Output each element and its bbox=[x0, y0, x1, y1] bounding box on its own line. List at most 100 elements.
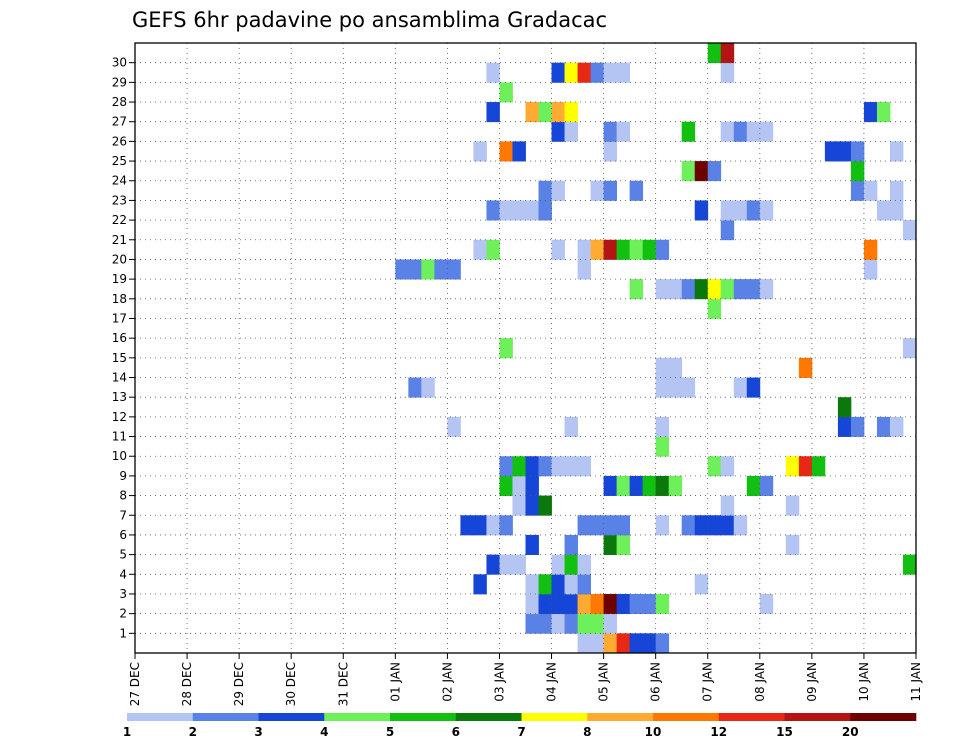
heatmap-cell bbox=[681, 121, 696, 142]
heatmap-cell bbox=[538, 102, 552, 123]
legend-label: 5 bbox=[386, 725, 394, 739]
legend-label: 8 bbox=[583, 725, 591, 739]
legend-color-swatch bbox=[653, 713, 720, 721]
heatmap-cell bbox=[694, 574, 709, 595]
heatmap-cell bbox=[486, 200, 500, 221]
y-tick-label: 18 bbox=[112, 292, 127, 306]
heatmap-cell bbox=[798, 456, 813, 477]
heatmap-cell bbox=[629, 239, 644, 260]
heatmap-cell bbox=[616, 593, 631, 615]
y-tick-label: 2 bbox=[119, 607, 127, 621]
legend-label: 3 bbox=[254, 725, 262, 739]
heatmap-cell bbox=[499, 554, 513, 575]
heatmap-cell bbox=[486, 62, 500, 83]
legend-color-swatch bbox=[455, 713, 522, 721]
heatmap-cell bbox=[525, 534, 539, 556]
heatmap-cell bbox=[486, 239, 500, 260]
x-tick-label: 30 DEC bbox=[284, 662, 298, 706]
heatmap-cell bbox=[629, 593, 644, 615]
heatmap-cell bbox=[694, 515, 709, 536]
legend-color-swatch bbox=[192, 713, 259, 721]
heatmap-cell bbox=[577, 259, 591, 280]
heatmap-cell bbox=[642, 633, 657, 654]
heatmap-cell bbox=[603, 121, 618, 142]
heatmap-cell bbox=[863, 259, 878, 280]
heatmap-cell bbox=[642, 593, 657, 615]
y-tick-label: 17 bbox=[112, 311, 127, 325]
heatmap-cell bbox=[629, 279, 644, 300]
legend-label: 15 bbox=[776, 725, 793, 739]
legend-color-swatch bbox=[587, 713, 654, 721]
legend-label: 10 bbox=[645, 725, 662, 739]
y-tick-label: 9 bbox=[119, 469, 127, 483]
heatmap-cell bbox=[538, 574, 552, 595]
heatmap-cell bbox=[850, 161, 865, 182]
y-tick-label: 28 bbox=[112, 95, 127, 109]
heatmap-cell bbox=[499, 200, 513, 221]
heatmap-cell bbox=[603, 613, 618, 634]
heatmap-cell bbox=[642, 475, 657, 496]
heatmap-cell bbox=[447, 416, 461, 437]
heatmap-cell bbox=[486, 515, 500, 536]
heatmap-cell bbox=[525, 102, 539, 123]
heatmap-cell bbox=[551, 62, 565, 83]
x-tick-label: 28 DEC bbox=[180, 662, 194, 706]
heatmap-cell bbox=[590, 239, 604, 260]
heatmap-cell bbox=[421, 377, 435, 398]
heatmap-cell bbox=[460, 515, 474, 536]
color-legend: 1 2 3 4 5 6 7 8 10 12 15 20 bbox=[123, 713, 917, 739]
heatmap-cell bbox=[733, 200, 748, 221]
y-tick-label: 16 bbox=[112, 331, 127, 345]
y-tick-label: 21 bbox=[112, 233, 127, 247]
heatmap-cell bbox=[785, 495, 800, 516]
heatmap-cell bbox=[525, 200, 539, 221]
heatmap-cell bbox=[876, 102, 891, 123]
legend-color-swatch bbox=[258, 713, 325, 721]
heatmap-cells bbox=[395, 43, 917, 654]
x-tick-label: 27 DEC bbox=[128, 662, 142, 706]
heatmap-cell bbox=[655, 593, 670, 615]
heatmap-cell bbox=[577, 613, 591, 634]
heatmap-cell bbox=[681, 377, 696, 398]
heatmap-cell bbox=[733, 121, 748, 142]
heatmap-cell bbox=[603, 633, 618, 654]
heatmap-cell bbox=[655, 416, 670, 437]
y-tick-label: 14 bbox=[112, 371, 127, 385]
heatmap-cell bbox=[850, 416, 865, 437]
heatmap-cell bbox=[655, 475, 670, 496]
heatmap-cell bbox=[564, 416, 578, 437]
heatmap-cell bbox=[746, 279, 761, 300]
heatmap-cell bbox=[720, 200, 735, 221]
heatmap-cell bbox=[551, 121, 565, 142]
chart-title: GEFS 6hr padavine po ansamblima Gradacac bbox=[132, 8, 607, 32]
y-tick-label: 30 bbox=[112, 56, 127, 70]
y-tick-label: 25 bbox=[112, 154, 127, 168]
x-tick-label: 01 JAN bbox=[388, 662, 402, 702]
heatmap-cell bbox=[655, 633, 670, 654]
heatmap-cell bbox=[837, 397, 852, 418]
x-tick-label: 29 DEC bbox=[232, 662, 246, 706]
x-tick-label: 03 JAN bbox=[492, 662, 506, 702]
heatmap-cell bbox=[681, 161, 696, 182]
heatmap-cell bbox=[837, 141, 852, 162]
y-tick-label: 26 bbox=[112, 134, 127, 148]
heatmap-cell bbox=[720, 495, 735, 516]
plot-frame bbox=[134, 42, 917, 654]
heatmap-cell bbox=[889, 416, 904, 437]
heatmap-cell bbox=[603, 141, 618, 162]
heatmap-cell bbox=[876, 200, 891, 221]
heatmap-cell bbox=[707, 456, 722, 477]
heatmap-cell bbox=[512, 200, 526, 221]
heatmap-cell bbox=[551, 554, 565, 575]
heatmap-cell bbox=[811, 456, 826, 477]
legend-label: 1 bbox=[123, 725, 131, 739]
heatmap-cell bbox=[668, 475, 683, 496]
y-tick-label: 27 bbox=[112, 115, 127, 129]
heatmap-cell bbox=[642, 239, 657, 260]
heatmap-cell bbox=[603, 534, 618, 556]
x-tick-label: 08 JAN bbox=[753, 662, 767, 702]
heatmap-cell bbox=[564, 554, 578, 575]
heatmap-cell bbox=[694, 161, 709, 182]
heatmap-cell bbox=[512, 456, 526, 477]
